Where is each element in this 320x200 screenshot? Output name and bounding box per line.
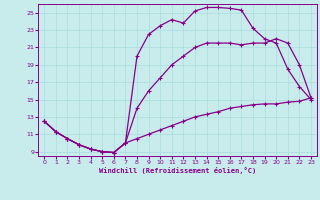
X-axis label: Windchill (Refroidissement éolien,°C): Windchill (Refroidissement éolien,°C) — [99, 167, 256, 174]
